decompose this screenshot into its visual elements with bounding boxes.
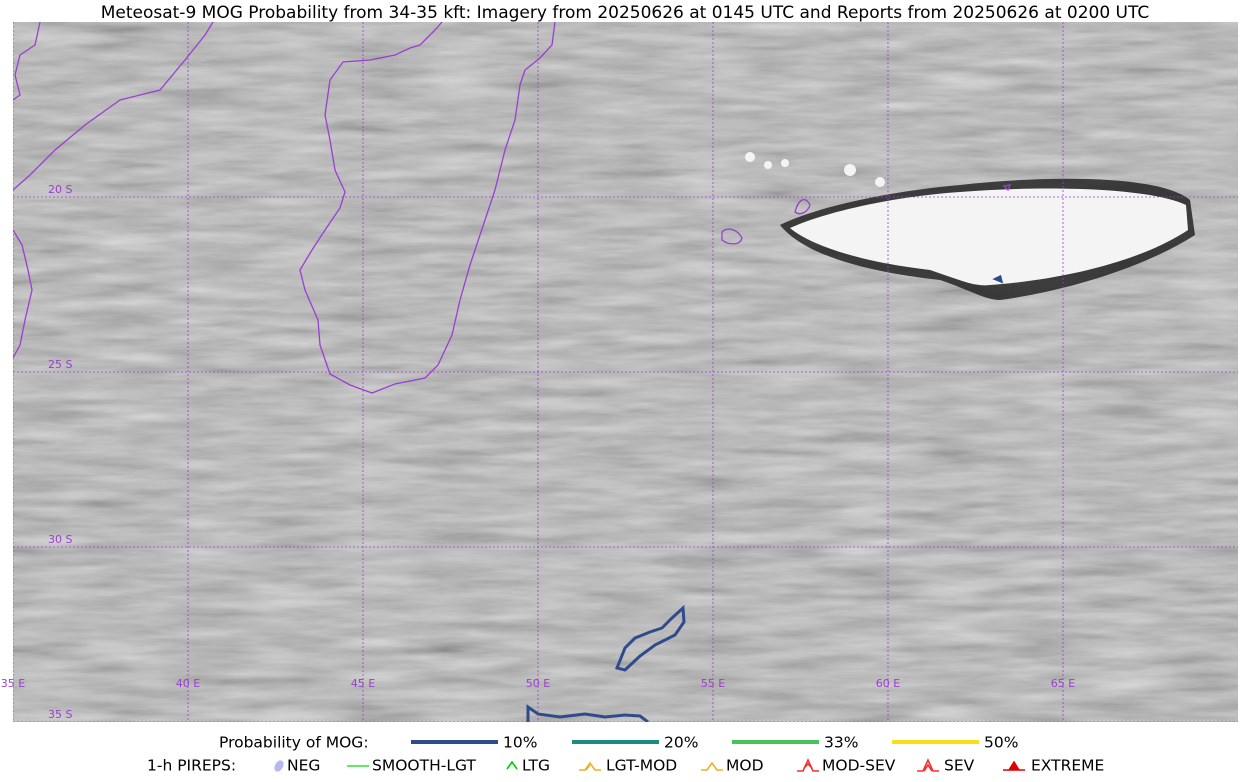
pirep-icon	[579, 761, 601, 771]
legend-label: 33%	[824, 734, 858, 752]
legend-label: EXTREME	[1031, 757, 1104, 775]
lat-label: 30 S	[48, 533, 72, 546]
legend-label: SMOOTH-LGT	[372, 757, 476, 775]
pirep-icon	[506, 760, 518, 770]
legend-heading: Probability of MOG:	[219, 734, 369, 752]
lat-label: 25 S	[48, 358, 72, 371]
lon-label: 55 E	[701, 677, 725, 690]
legend-label: MOD-SEV	[822, 757, 896, 775]
legend-label: 50%	[984, 734, 1018, 752]
graticule	[13, 22, 1238, 722]
legend-label: 10%	[503, 734, 537, 752]
graticule-labels: 35 E 40 E 45 E 50 E 55 E 60 E 65 E 20 S 25 S 30 S…	[1, 183, 1075, 721]
pirep-icon	[701, 761, 723, 771]
lon-label: 35 E	[1, 677, 25, 690]
legend-label: 20%	[664, 734, 698, 752]
lon-label: 50 E	[526, 677, 550, 690]
lat-label: 20 S	[48, 183, 72, 196]
legend-label: SEV	[944, 757, 975, 775]
probability-contour	[614, 604, 686, 672]
lon-label: 65 E	[1051, 677, 1075, 690]
pirep-icon	[923, 763, 933, 772]
pirep-icon	[803, 762, 813, 769]
pirep-icon	[585, 764, 591, 771]
pirep-icon	[797, 758, 819, 772]
probability-contour	[992, 274, 1004, 284]
cloud-tops	[790, 188, 1188, 286]
legend-label: NEG	[287, 757, 320, 775]
pirep-icon	[274, 760, 284, 772]
cloud-cells	[745, 152, 885, 187]
map-area	[13, 22, 1238, 722]
pirep-icon	[917, 758, 939, 772]
lon-label: 40 E	[176, 677, 200, 690]
coastlines	[13, 22, 1012, 394]
legend: Probability of MOG: 10% 20% 33% 50% 1-h PIREP…	[147, 734, 1104, 775]
probability-contour	[526, 704, 649, 722]
title: Meteosat-9 MOG Probability from 34-35 kf…	[101, 3, 1150, 23]
legend-heading: 1-h PIREPS:	[147, 757, 236, 775]
legend-label: LTG	[522, 757, 550, 775]
lon-label: 60 E	[876, 677, 900, 690]
lat-label: 35 S	[48, 708, 72, 721]
legend-label: LGT-MOD	[606, 757, 677, 775]
pirep-icon	[1003, 760, 1025, 771]
legend-label: MOD	[726, 757, 764, 775]
lon-label: 45 E	[351, 677, 375, 690]
